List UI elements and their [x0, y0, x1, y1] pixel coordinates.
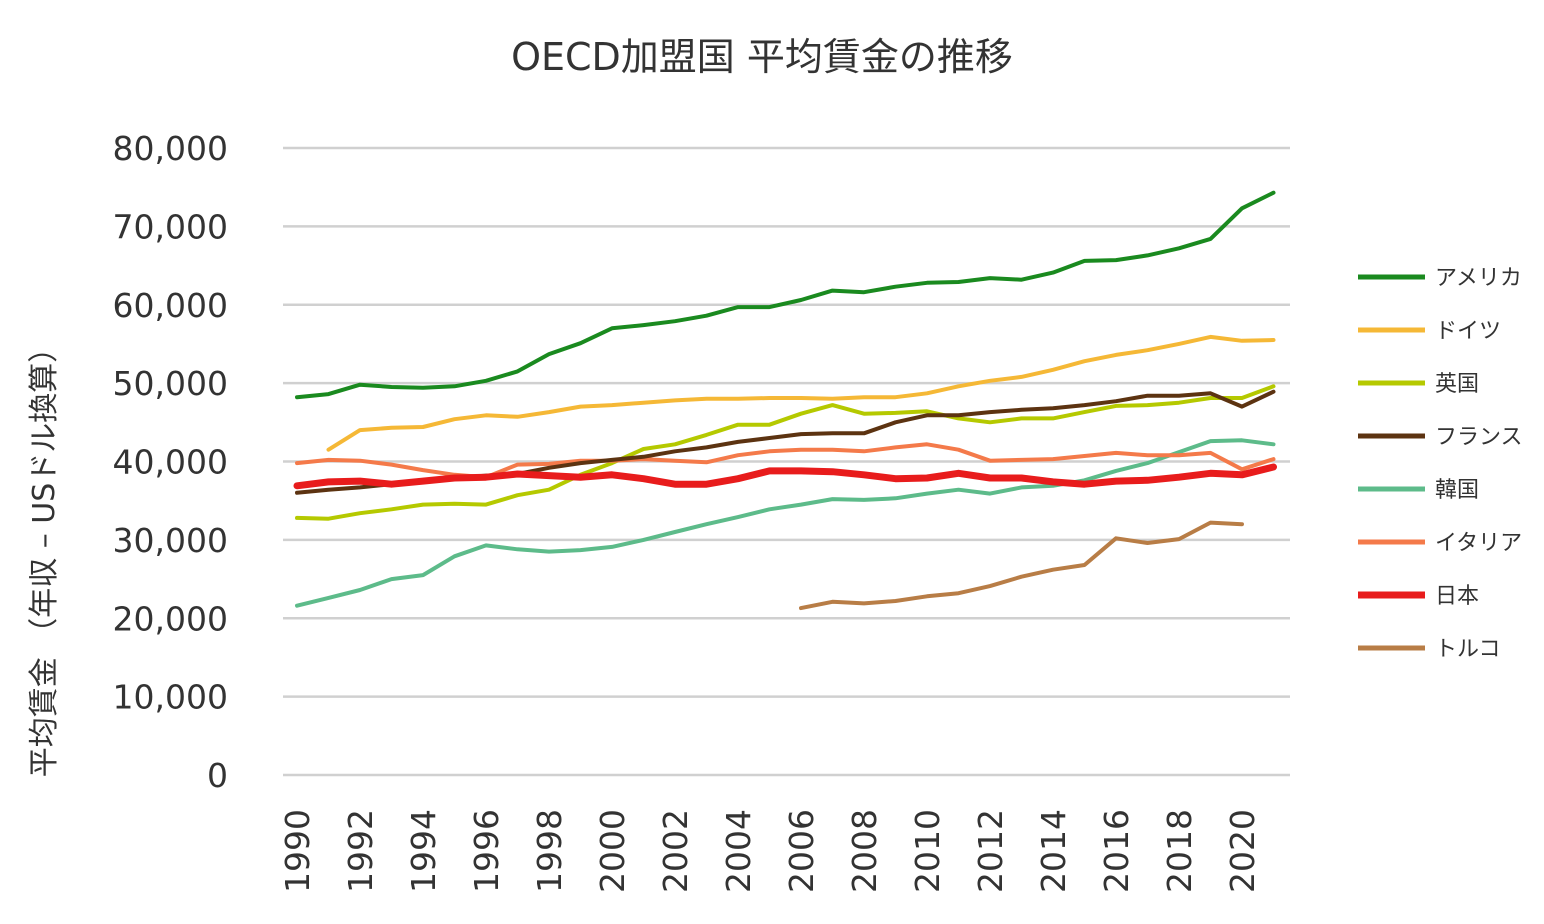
x-tick-label: 2012 [971, 809, 1010, 893]
legend-label: イタリア [1435, 531, 1522, 556]
legend-label: 日本 [1435, 584, 1479, 609]
x-tick-label: 2018 [1160, 809, 1199, 893]
series-line-0 [295, 190, 1276, 400]
x-tick-label: 2004 [719, 809, 758, 893]
chart-title: OECD加盟国 平均賃金の推移 [511, 35, 1013, 79]
x-tick-label: 2000 [593, 809, 632, 893]
legend-item: 韓国 [1358, 478, 1479, 503]
y-tick-label: 60,000 [113, 286, 228, 325]
x-tick-label: 2014 [1034, 809, 1073, 893]
gridlines [283, 146, 1290, 777]
legend-label: 韓国 [1435, 478, 1479, 503]
legend-item: アメリカ [1358, 266, 1522, 291]
legend-item: イタリア [1358, 531, 1522, 556]
y-tick-label: 70,000 [113, 207, 228, 246]
legend-label: アメリカ [1435, 266, 1522, 291]
y-tick-label: 50,000 [113, 364, 228, 403]
x-tick-label: 1992 [341, 809, 380, 893]
series-lines [293, 190, 1277, 611]
y-tick-label: 0 [207, 756, 228, 795]
legend-item: フランス [1358, 425, 1523, 450]
legend-item: トルコ [1358, 637, 1501, 662]
y-tick-label: 80,000 [113, 129, 228, 168]
y-tick-label: 20,000 [113, 599, 228, 638]
series-line-4 [295, 438, 1276, 608]
legend-item: 日本 [1358, 584, 1479, 609]
x-tick-label: 2002 [656, 809, 695, 893]
x-tick-label: 1996 [467, 809, 506, 893]
legend-label: トルコ [1435, 637, 1501, 662]
series-line-1 [326, 334, 1276, 452]
series-line-2 [295, 384, 1276, 521]
x-tick-labels: 1990 1992 1994 1996 1998 2000 2002 2004 2006 2008… [278, 809, 1262, 893]
y-tick-label: 30,000 [113, 521, 228, 560]
x-tick-label: 2020 [1223, 809, 1262, 893]
series-line-7 [799, 520, 1244, 611]
x-tick-label: 1994 [404, 809, 443, 893]
y-tick-label: 40,000 [113, 443, 228, 482]
legend-label: 英国 [1435, 372, 1479, 397]
x-tick-label: 1998 [530, 809, 569, 893]
series-line-6 [293, 463, 1277, 490]
y-tick-labels: 0 10,000 20,000 30,000 40,000 50,000 60,000 70,… [113, 129, 228, 795]
y-tick-label: 10,000 [113, 678, 228, 717]
y-axis-label: 平均賃金 （年収 – USドル換算） [27, 333, 62, 778]
legend-item: 英国 [1358, 372, 1479, 397]
x-tick-label: 2010 [908, 809, 947, 893]
legend-item: ドイツ [1358, 319, 1501, 344]
legend-label: フランス [1435, 425, 1523, 450]
x-tick-label: 2008 [845, 809, 884, 893]
x-tick-label: 1990 [278, 809, 317, 893]
x-tick-label: 2016 [1097, 809, 1136, 893]
x-tick-label: 2006 [782, 809, 821, 893]
legend-label: ドイツ [1435, 319, 1501, 344]
